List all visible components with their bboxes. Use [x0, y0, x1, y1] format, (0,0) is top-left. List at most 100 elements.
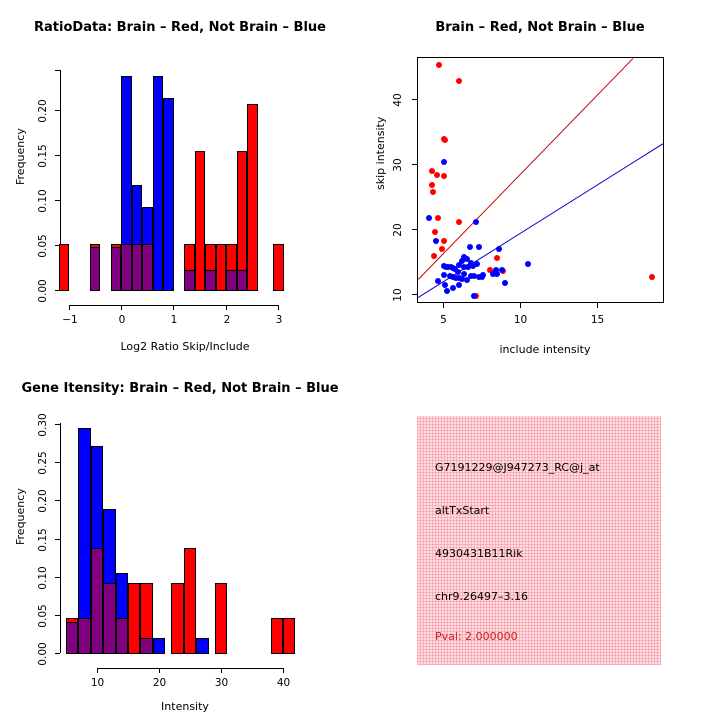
- scatter-point-red: [428, 168, 435, 175]
- xtick: [520, 303, 521, 308]
- histogram-bar-overlap: [66, 622, 79, 654]
- ytick: [412, 164, 417, 165]
- info-pval: Pval: 2.000000: [435, 630, 518, 643]
- scatter-point-red: [434, 171, 441, 178]
- scatter-point-blue: [454, 268, 461, 275]
- scatter-point-blue: [492, 266, 499, 273]
- scatter-point-blue: [524, 261, 531, 268]
- scatter-point-blue: [440, 158, 447, 165]
- scatter-point-red: [441, 137, 448, 144]
- histogram-bar-overlap: [89, 246, 101, 291]
- scatter-ytick-label: 10: [392, 288, 404, 302]
- scatter-point-blue: [441, 281, 448, 288]
- scatter-point-blue: [446, 273, 453, 280]
- scatter-point-blue: [453, 274, 460, 281]
- scatter-point-blue: [459, 275, 466, 282]
- scatter-point-blue: [452, 265, 459, 272]
- histogram-bar-red: [183, 547, 197, 654]
- scatter-point-blue: [425, 214, 432, 221]
- ytick: [55, 577, 60, 578]
- scatter-point-blue: [456, 282, 463, 289]
- ratio-hist-xtick-label: 2: [223, 314, 231, 326]
- histogram-bar-overlap: [140, 638, 153, 654]
- histogram-bar-red: [215, 243, 227, 291]
- histogram-bar-blue: [196, 638, 209, 654]
- histogram-bar-red: [214, 582, 228, 654]
- xtick: [278, 305, 279, 310]
- histogram-bar-blue: [152, 638, 166, 654]
- ytick: [55, 200, 60, 201]
- scatter-point-blue: [463, 255, 470, 262]
- gene-hist-xtick-label: 30: [214, 677, 229, 689]
- scatter-point-blue: [467, 272, 474, 279]
- scatter-point-blue: [460, 253, 467, 260]
- ratio-hist-xlabel: Log2 Ratio Skip/Include: [120, 340, 250, 353]
- ytick: [55, 110, 60, 111]
- scatter-point-red: [456, 218, 463, 225]
- scatter-point-red: [456, 78, 463, 85]
- histogram-bar-red: [194, 150, 206, 291]
- ratio-hist-bars: [0, 0, 360, 360]
- scatter-point-red: [440, 237, 447, 244]
- ratio-hist-xtick-label: 3: [275, 314, 283, 326]
- histogram-bar-red: [273, 243, 284, 291]
- info-locus: chr9.26497–3.16: [435, 590, 529, 603]
- ytick: [55, 424, 60, 425]
- histogram-bar-overlap: [121, 243, 132, 291]
- histogram-bar-blue: [152, 75, 164, 291]
- scatter-point-blue: [478, 273, 485, 280]
- xtick: [159, 668, 160, 673]
- scatter-point-blue: [466, 243, 473, 250]
- scatter-xtick-label: 15: [590, 314, 605, 326]
- ytick: [412, 99, 417, 100]
- scatter-point-red: [439, 245, 446, 252]
- ytick: [412, 229, 417, 230]
- scatter-ylabel: skip intensity: [374, 116, 387, 190]
- scatter-point-blue: [461, 263, 468, 270]
- panel-intensity-scatter: Brain – Red, Not Brain – Blue skip inten…: [360, 0, 720, 360]
- scatter-point-red: [649, 273, 656, 280]
- scatter-title: Brain – Red, Not Brain – Blue: [435, 20, 645, 35]
- ytick: [55, 653, 60, 654]
- scatter-point-blue: [434, 277, 441, 284]
- ratio-hist-title: RatioData: Brain – Red, Not Brain – Blue: [34, 20, 326, 35]
- gene-hist-title: Gene Itensity: Brain – Red, Not Brain – …: [21, 381, 339, 396]
- scatter-plot-box: [417, 57, 664, 303]
- scatter-xtick-label: 5: [440, 314, 447, 326]
- gene-hist-xaxis: [97, 668, 283, 669]
- scatter-trend-line: [418, 58, 634, 280]
- ytick: [55, 70, 60, 71]
- histogram-bar-overlap: [131, 243, 143, 291]
- scatter-point-blue: [495, 246, 502, 253]
- scatter-point-blue: [460, 270, 467, 277]
- histogram-bar-overlap: [110, 246, 122, 291]
- histogram-bar-red: [58, 243, 69, 291]
- scatter-point-blue: [450, 273, 456, 280]
- info-probe-id: G7191229@J947273_RC@j_at: [435, 461, 600, 474]
- scatter-point-red: [434, 215, 441, 222]
- xtick: [226, 305, 227, 310]
- gene-hist-bars: [0, 360, 360, 720]
- xtick: [283, 668, 284, 673]
- gene-hist-xtick-label: 20: [152, 677, 167, 689]
- xtick: [69, 305, 70, 310]
- info-event-type: altTxStart: [435, 504, 490, 517]
- xtick: [597, 303, 598, 308]
- ratio-hist-xtick-label: 0: [118, 314, 126, 326]
- gene-hist-xtick-label: 40: [276, 677, 291, 689]
- scatter-point-blue: [475, 244, 482, 251]
- ytick: [55, 155, 60, 156]
- panel-ratio-histogram: RatioData: Brain – Red, Not Brain – Blue…: [0, 0, 360, 360]
- scatter-point-blue: [443, 288, 450, 295]
- scatter-point-blue: [475, 273, 482, 280]
- ytick: [412, 294, 417, 295]
- scatter-point-red: [428, 182, 435, 189]
- scatter-point-blue: [501, 280, 508, 287]
- ytick: [55, 615, 60, 616]
- histogram-bar-blue: [163, 97, 174, 291]
- scatter-point-blue: [440, 271, 447, 278]
- scatter-point-blue: [456, 262, 463, 269]
- histogram-bar-overlap: [142, 243, 153, 291]
- scatter-points-layer: [418, 58, 663, 302]
- gene-hist-yaxis: [60, 423, 61, 653]
